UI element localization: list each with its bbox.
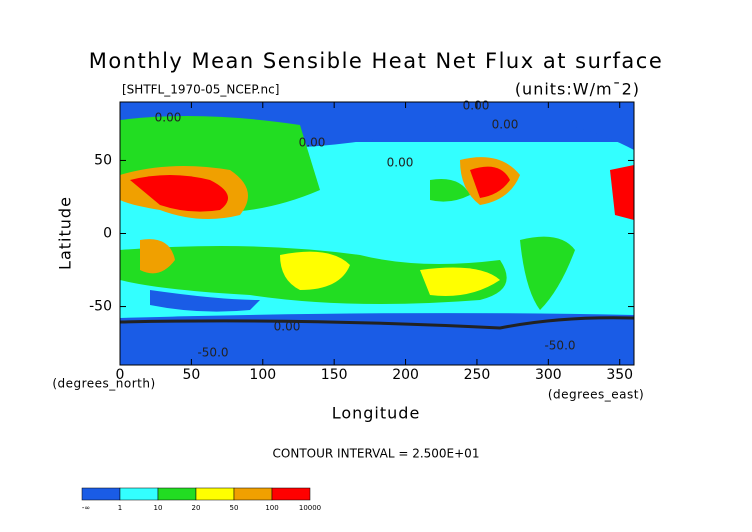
- subtitle: [SHTFL_1970-05_NCEP.nc]: [122, 83, 279, 97]
- colorbar-label: 1: [118, 504, 122, 512]
- contour-label: -50.0: [197, 346, 228, 360]
- colorbar-swatch: [271, 487, 311, 501]
- x-tick-label: 200: [392, 367, 419, 383]
- x-tick-label: 250: [464, 367, 491, 383]
- x-tick-label: 0: [116, 367, 125, 383]
- x-tick-label: 350: [606, 367, 633, 383]
- contour-label: -50.0: [544, 339, 575, 353]
- x-axis-label: Longitude: [332, 404, 421, 423]
- colorbar-swatch: [81, 487, 121, 501]
- colorbar-label: 10000: [299, 504, 321, 512]
- x-tick-label: 100: [249, 367, 276, 383]
- y-unit: (degrees_north): [52, 377, 155, 391]
- colorbar-label: 100: [265, 504, 278, 512]
- chart-title: Monthly Mean Sensible Heat Net Flux at s…: [89, 49, 664, 73]
- colorbar-swatch: [195, 487, 235, 501]
- y-tick-label: 50: [94, 152, 112, 168]
- contour-label: 0.00: [274, 320, 301, 334]
- x-tick-label: 150: [321, 367, 348, 383]
- colorbar-swatch: [157, 487, 197, 501]
- units: (units:W/m¯2): [515, 80, 640, 99]
- y-axis-label: Latitude: [56, 196, 75, 270]
- colorbar-swatch: [233, 487, 273, 501]
- contour-label: 0.00: [155, 111, 182, 125]
- contour-label: 0.00: [299, 136, 326, 150]
- y-tick-label: -50: [89, 299, 112, 315]
- contour-label: 0.00: [492, 118, 519, 132]
- colorbar-label: 10: [154, 504, 163, 512]
- colorbar-label: 20: [192, 504, 201, 512]
- x-tick-label: 300: [535, 367, 562, 383]
- x-tick-label: 50: [182, 367, 200, 383]
- y-tick-label: 0: [103, 226, 112, 242]
- contour-label: 0.00: [387, 156, 414, 170]
- colorbar-label: -∞: [82, 504, 90, 512]
- colorbar-label: 50: [230, 504, 239, 512]
- contour-field: [120, 102, 634, 365]
- contour-label: 0.00: [463, 99, 490, 113]
- colorbar-swatch: [119, 487, 159, 501]
- contour-interval: CONTOUR INTERVAL = 2.500E+01: [273, 447, 480, 461]
- x-unit: (degrees_east): [548, 388, 644, 402]
